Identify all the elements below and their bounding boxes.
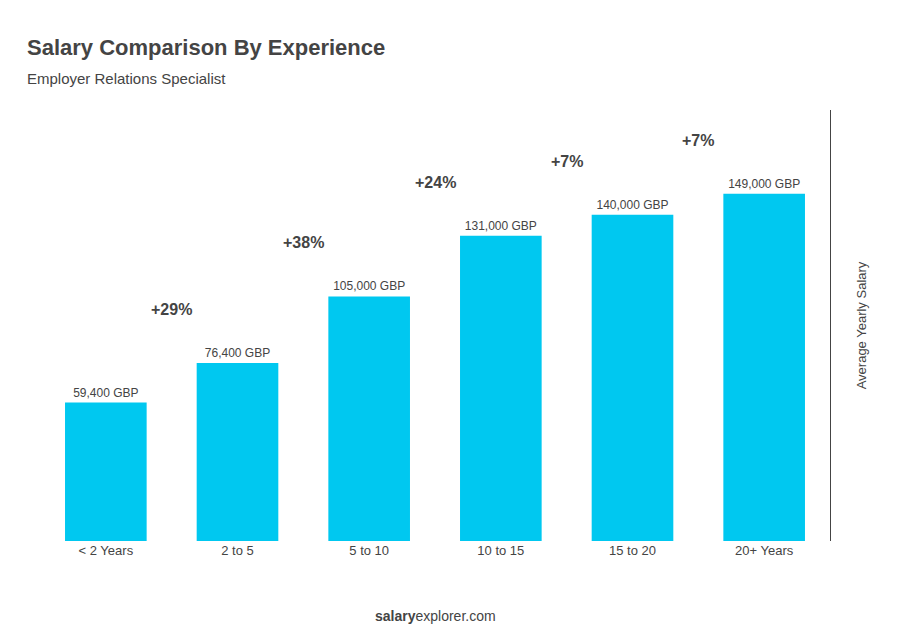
svg-text:105,000 GBP: 105,000 GBP	[333, 279, 405, 293]
svg-text:2 to 5: 2 to 5	[221, 543, 254, 558]
svg-text:+7%: +7%	[682, 132, 714, 149]
svg-text:salaryexplorer.com: salaryexplorer.com	[375, 608, 496, 624]
svg-text:140,000 GBP: 140,000 GBP	[596, 198, 668, 212]
svg-text:59,400 GBP: 59,400 GBP	[73, 386, 138, 400]
svg-text:Salary Comparison By Experienc: Salary Comparison By Experience	[27, 35, 385, 60]
svg-text:< 2 Years: < 2 Years	[79, 543, 134, 558]
svg-text:131,000 GBP: 131,000 GBP	[465, 219, 537, 233]
svg-text:+24%: +24%	[415, 174, 456, 191]
svg-text:15 to 20: 15 to 20	[609, 543, 656, 558]
svg-text:+29%: +29%	[151, 301, 192, 318]
svg-text:Average Yearly Salary: Average Yearly Salary	[854, 261, 869, 389]
svg-text:+7%: +7%	[551, 153, 583, 170]
svg-text:5 to 10: 5 to 10	[349, 543, 389, 558]
svg-text:149,000 GBP: 149,000 GBP	[728, 177, 800, 191]
svg-text:Employer Relations Specialist: Employer Relations Specialist	[27, 70, 226, 87]
svg-text:+38%: +38%	[283, 234, 324, 251]
svg-text:20+ Years: 20+ Years	[735, 543, 794, 558]
svg-text:76,400 GBP: 76,400 GBP	[205, 346, 270, 360]
svg-text:10 to 15: 10 to 15	[477, 543, 524, 558]
